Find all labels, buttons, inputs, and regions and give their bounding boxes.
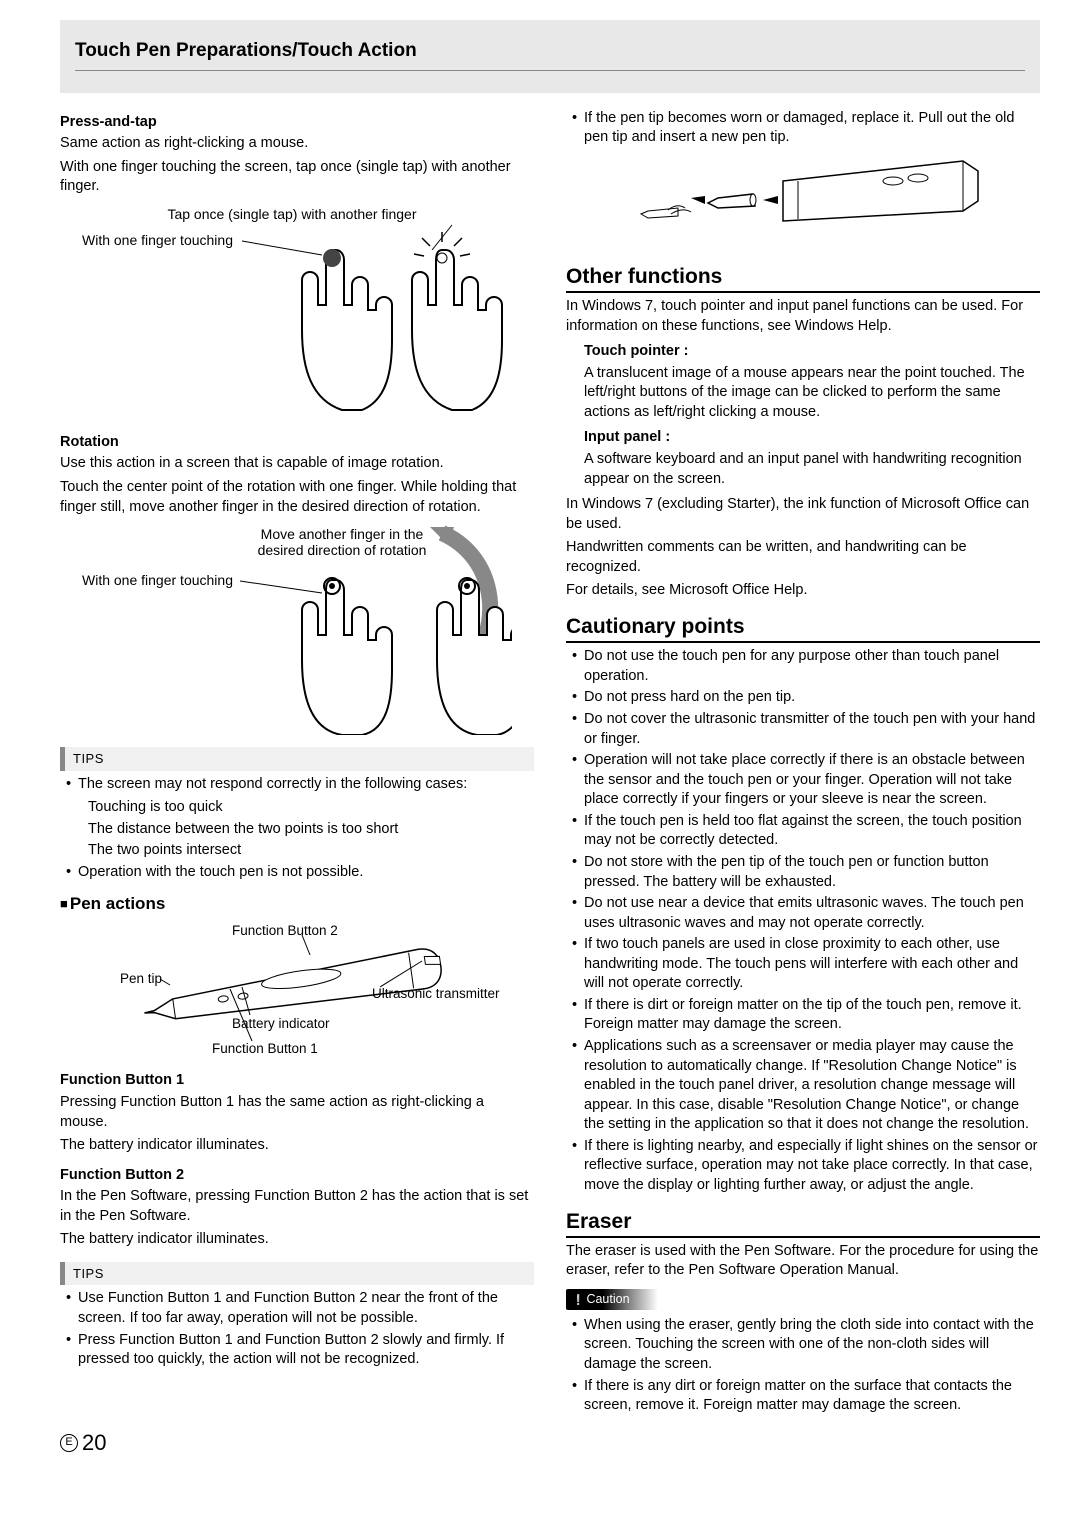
input-panel-heading: Input panel : [584,428,1040,448]
tips1-sub2: The distance between the two points is t… [60,820,534,840]
input-panel-text: A software keyboard and an input panel w… [584,450,1040,489]
fb2-text1: In the Pen Software, pressing Function B… [60,1187,534,1226]
touch-pointer-heading: Touch pointer : [584,342,1040,362]
rotation-diagram: Move another finger in the desired direc… [82,525,512,735]
tips1-item1: The screen may not respond correctly in … [66,775,534,795]
tips1-item2: Operation with the touch pen is not poss… [66,863,534,883]
right-column: If the pen tip becomes worn or damaged, … [566,107,1040,1420]
tip-replace-list: If the pen tip becomes worn or damaged, … [566,109,1040,148]
other-functions-heading: Other functions [566,263,1040,293]
other-l4: For details, see Microsoft Office Help. [566,581,1040,601]
page-num-value: 20 [82,1428,106,1458]
rot-move-label1: Move another finger in the [261,526,424,542]
press-tap-diagram: Tap once (single tap) with another finge… [82,205,512,425]
caution-item: Applications such as a screensaver or me… [572,1037,1040,1135]
tips-label-2: TIPS [60,1262,534,1286]
rotation-text1: Use this action in a screen that is capa… [60,454,534,474]
tips2-item2: Press Function Button 1 and Function But… [66,1331,534,1370]
caution-item: Operation will not take place correctly … [572,751,1040,810]
page-number: E 20 [60,1428,1040,1458]
cautionary-heading: Cautionary points [566,613,1040,643]
fb2-text2: The battery indicator illuminates. [60,1230,534,1250]
tips1-list: The screen may not respond correctly in … [60,775,534,795]
caution-item: Do not store with the pen tip of the tou… [572,853,1040,892]
fb2-heading: Function Button 2 [60,1166,534,1186]
tips1-sub3: The two points intersect [60,841,534,861]
header-bar: Touch Pen Preparations/Touch Action [60,20,1040,93]
other-l2: In Windows 7 (excluding Starter), the in… [566,495,1040,534]
touch-pointer-text: A translucent image of a mouse appears n… [584,364,1040,423]
other-l3: Handwritten comments can be written, and… [566,538,1040,577]
pen-fb1-label: Function Button 1 [212,1041,318,1056]
caution-item: Do not cover the ultrasonic transmitter … [572,710,1040,749]
press-tap-text1: Same action as right-clicking a mouse. [60,134,534,154]
press-tap-text2: With one finger touching the screen, tap… [60,158,534,197]
caution-item: Do not use the touch pen for any purpose… [572,647,1040,686]
caution-item: If the touch pen is held too flat agains… [572,812,1040,851]
eraser-l1: The eraser is used with the Pen Software… [566,1242,1040,1281]
rot-touch-label: With one finger touching [82,572,233,588]
caution-item: If there is lighting nearby, and especia… [572,1137,1040,1196]
other-l1: In Windows 7, touch pointer and input pa… [566,297,1040,336]
tips-label-1: TIPS [60,747,534,771]
eraser-heading: Eraser [566,1208,1040,1238]
tips2-item1: Use Function Button 1 and Function Butto… [66,1289,534,1328]
rotation-text2: Touch the center point of the rotation w… [60,478,534,517]
caution-item: If there is dirt or foreign matter on th… [572,996,1040,1035]
caution-list: Do not use the touch pen for any purpose… [566,647,1040,1195]
diag-touch-label: With one finger touching [82,232,233,248]
pen-tip-label: Pen tip [120,971,162,986]
caution-item: Do not use near a device that emits ultr… [572,894,1040,933]
caution-badge: Caution [566,1289,658,1310]
pen-tip-diagram [623,156,983,251]
eraser-caution-2: If there is any dirt or foreign matter o… [572,1377,1040,1416]
rotation-heading: Rotation [60,433,534,453]
diag-tap-label: Tap once (single tap) with another finge… [167,206,416,222]
pen-fb2-label: Function Button 2 [232,923,338,938]
fb1-text1: Pressing Function Button 1 has the same … [60,1093,534,1132]
pen-actions-heading: Pen actions [60,893,534,916]
page-letter: E [60,1434,78,1452]
tip-replace-text: If the pen tip becomes worn or damaged, … [572,109,1040,148]
fb1-text2: The battery indicator illuminates. [60,1136,534,1156]
pen-diagram: Function Button 2 Pen tip Ultrasonic tra… [82,923,512,1063]
fb1-heading: Function Button 1 [60,1071,534,1091]
tips1-sub1: Touching is too quick [60,798,534,818]
pen-ut-label: Ultrasonic transmitter [372,986,500,1001]
rot-move-label2: desired direction of rotation [258,542,427,558]
caution-item: Do not press hard on the pen tip. [572,688,1040,708]
left-column: Press-and-tap Same action as right-click… [60,107,534,1420]
tips1-list2: Operation with the touch pen is not poss… [60,863,534,883]
eraser-caution-list: When using the eraser, gently bring the … [566,1316,1040,1416]
eraser-caution-1: When using the eraser, gently bring the … [572,1316,1040,1375]
tips2-list: Use Function Button 1 and Function Butto… [60,1289,534,1369]
caution-item: If two touch panels are used in close pr… [572,935,1040,994]
page-title: Touch Pen Preparations/Touch Action [75,38,1025,71]
press-tap-heading: Press-and-tap [60,113,534,133]
